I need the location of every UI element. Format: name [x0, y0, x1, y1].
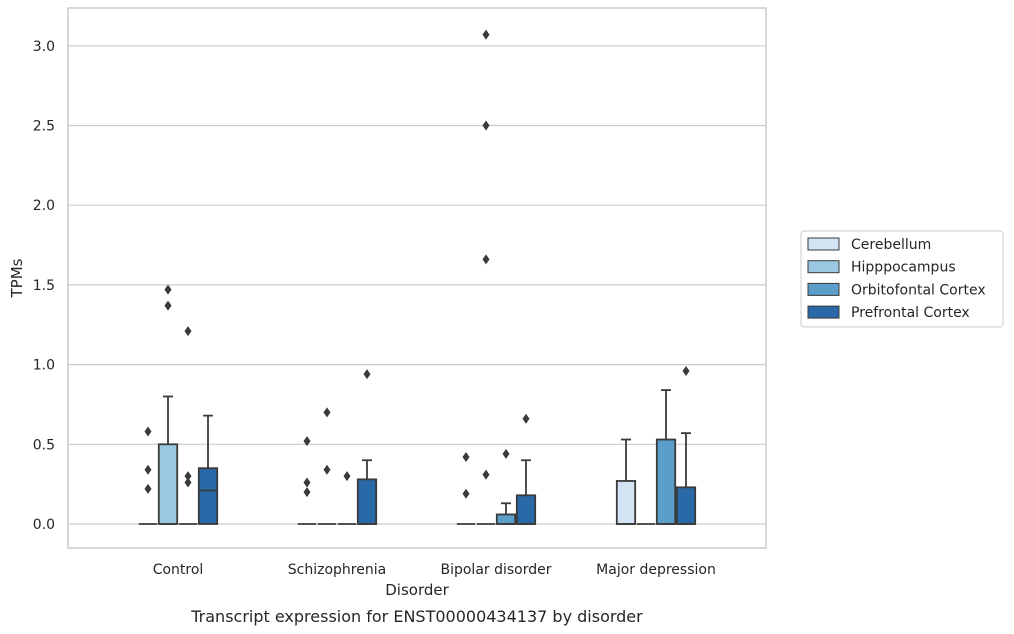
- legend-swatch: [807, 237, 840, 251]
- outlier-point: [462, 452, 470, 463]
- outlier-point: [482, 469, 490, 480]
- series-1: [157, 29, 656, 525]
- box: [515, 494, 537, 525]
- box: [675, 486, 697, 525]
- legend-label: Cerebellum: [851, 237, 931, 253]
- outlier-point: [323, 407, 331, 418]
- outlier-point: [363, 369, 371, 380]
- outlier-point: [303, 477, 311, 488]
- series-0: [138, 426, 637, 525]
- x-tick-label: Bipolar disorder: [440, 562, 551, 578]
- legend: Cerebellum Hipppocampus Orbitofontal Corte…: [800, 230, 1004, 328]
- chart-caption: Transcript expression for ENST0000043413…: [190, 607, 643, 626]
- y-tick-label: 0.5: [33, 437, 55, 453]
- outlier-point: [482, 120, 490, 131]
- series-3: [197, 365, 697, 525]
- series-2: [178, 326, 677, 525]
- y-axis-label: TPMs: [8, 258, 26, 298]
- legend-frame: [800, 230, 1004, 328]
- outlier-point: [502, 448, 510, 459]
- outlier-point: [482, 254, 490, 265]
- box: [615, 480, 637, 525]
- x-axis-label: Disorder: [385, 581, 449, 599]
- outlier-point: [303, 487, 311, 498]
- outlier-point: [164, 284, 172, 295]
- box: [655, 438, 677, 525]
- legend-label: Hipppocampus: [851, 260, 956, 276]
- y-tick-label: 2.5: [33, 119, 55, 135]
- outlier-point: [164, 300, 172, 311]
- legend-swatch: [807, 305, 840, 319]
- outlier-point: [522, 413, 530, 424]
- legend-swatch: [807, 282, 840, 296]
- outlier-point: [462, 488, 470, 499]
- outlier-point: [184, 326, 192, 337]
- outlier-point: [144, 483, 152, 494]
- box: [157, 443, 179, 525]
- y-tick-label: 1.5: [33, 278, 55, 294]
- outlier-point: [323, 464, 331, 475]
- outlier-point: [184, 477, 192, 488]
- x-tick-label: Control: [153, 562, 204, 578]
- legend-label: Orbitofontal Cortex: [851, 282, 986, 298]
- y-tick-label: 1.0: [33, 358, 55, 374]
- outlier-point: [303, 436, 311, 447]
- y-tick-label: 0.0: [33, 517, 55, 533]
- x-tick-label: Major depression: [596, 562, 716, 578]
- y-tick-label: 3.0: [33, 39, 55, 55]
- legend-swatch: [807, 260, 840, 274]
- outlier-point: [184, 471, 192, 482]
- outlier-point: [682, 365, 690, 376]
- x-tick-label: Schizophrenia: [288, 562, 386, 578]
- plot-frame: [67, 7, 767, 549]
- outlier-point: [144, 464, 152, 475]
- legend-label: Prefrontal Cortex: [851, 305, 970, 321]
- outlier-point: [343, 471, 351, 482]
- y-tick-labels: 0.0 0.5 1.0 1.5 2.0 2.5 3.0: [33, 39, 55, 533]
- x-tick-labels: Control Schizophrenia Bipolar disorder Majo…: [153, 562, 716, 578]
- box: [495, 513, 517, 525]
- plot-series: [138, 29, 697, 525]
- outlier-point: [144, 426, 152, 437]
- outlier-point: [482, 29, 490, 40]
- box: [197, 467, 219, 525]
- box: [356, 478, 378, 525]
- y-tick-label: 2.0: [33, 198, 55, 214]
